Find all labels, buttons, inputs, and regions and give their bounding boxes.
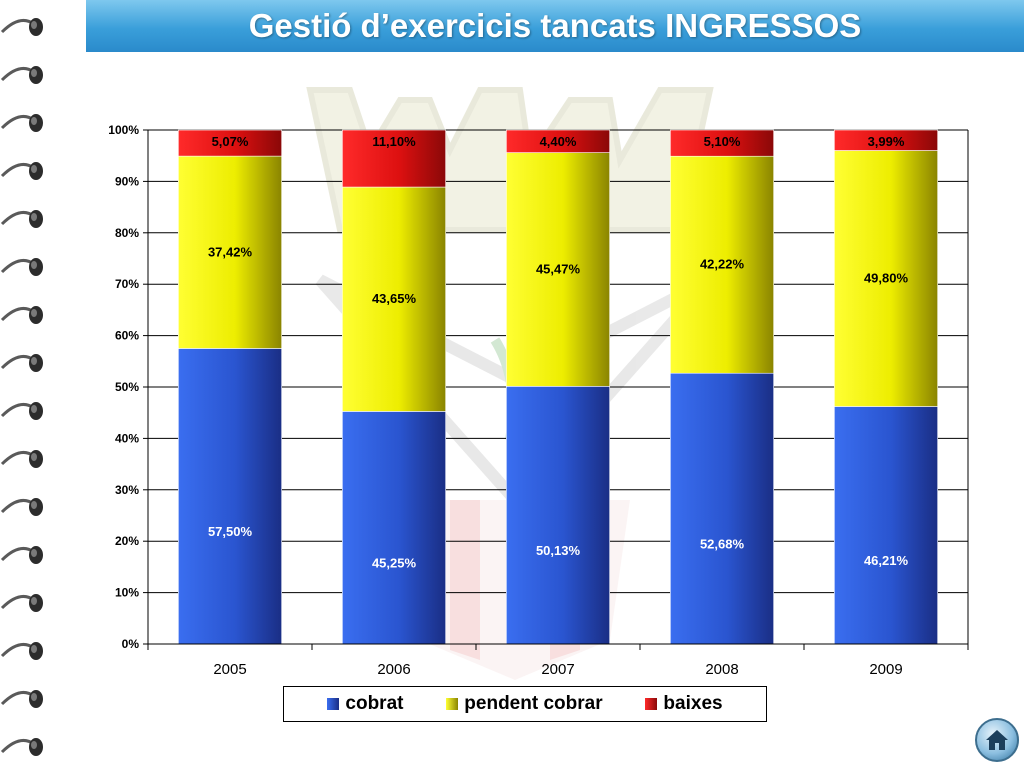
y-tick-label: 90%	[115, 174, 139, 188]
bar-cobrat	[342, 411, 446, 645]
home-icon	[986, 730, 1008, 750]
bar-cobrat	[670, 372, 774, 645]
y-tick-label: 60%	[115, 329, 139, 343]
data-label-cobrat: 50,13%	[536, 543, 581, 558]
bar-baixes	[506, 129, 610, 153]
binding-ring	[0, 642, 43, 660]
y-tick-label: 40%	[115, 431, 139, 445]
x-tick-label: 2009	[869, 661, 902, 678]
legend-item-baixes: baixes	[645, 693, 723, 715]
binding-ring	[0, 498, 43, 516]
y-tick-label: 30%	[115, 483, 139, 497]
data-label-cobrat: 52,68%	[700, 537, 745, 552]
binding-ring	[0, 546, 43, 564]
legend-label-pendent-cobrar: pendent cobrar	[464, 693, 603, 714]
data-label-pendent-cobrar: 45,47%	[536, 261, 581, 276]
binding-ring	[0, 306, 43, 324]
data-label-pendent-cobrar: 49,80%	[864, 270, 909, 285]
title-bar: Gestió d’exercicis tancats INGRESSOS	[86, 0, 1024, 52]
data-label-baixes: 5,10%	[704, 134, 741, 149]
bar-cobrat	[834, 406, 938, 645]
bar-baixes	[178, 129, 282, 157]
x-tick-label: 2006	[377, 661, 410, 678]
data-label-baixes: 5,07%	[212, 134, 249, 149]
y-tick-label: 20%	[115, 534, 139, 548]
bar-cobrat	[506, 386, 610, 645]
x-tick-label: 2005	[213, 661, 246, 678]
bar-pendent-cobrar	[342, 186, 446, 412]
page-title: Gestió d’exercicis tancats INGRESSOS	[248, 7, 862, 44]
binding-ring	[0, 210, 43, 228]
legend-item-pendent-cobrar: pendent cobrar	[446, 693, 603, 715]
bar-baixes	[834, 129, 938, 151]
y-tick-label: 10%	[115, 586, 139, 600]
bar-pendent-cobrar	[178, 155, 282, 349]
binding-ring	[0, 738, 43, 756]
home-button[interactable]	[975, 718, 1019, 762]
legend-label-baixes: baixes	[663, 693, 723, 714]
data-label-pendent-cobrar: 43,65%	[372, 291, 417, 306]
data-label-baixes: 11,10%	[372, 134, 416, 149]
bar-pendent-cobrar	[670, 155, 774, 374]
y-tick-label: 50%	[115, 380, 139, 394]
bar-baixes	[342, 129, 446, 188]
data-label-baixes: 4,40%	[540, 134, 577, 149]
binding-ring	[0, 402, 43, 420]
y-tick-label: 100%	[108, 123, 139, 137]
bar-cobrat	[178, 348, 282, 645]
data-label-cobrat: 45,25%	[372, 556, 417, 571]
binding-ring	[0, 354, 43, 372]
x-tick-label: 2007	[541, 661, 574, 678]
legend-item-cobrat: cobrat	[327, 693, 403, 715]
binding-ring	[0, 594, 43, 612]
data-label-pendent-cobrar: 37,42%	[208, 244, 253, 259]
bar-pendent-cobrar	[506, 152, 610, 387]
bar-pendent-cobrar	[834, 150, 938, 407]
legend-swatch-baixes	[645, 698, 658, 710]
data-label-cobrat: 57,50%	[208, 524, 253, 539]
spiral-binding	[0, 18, 43, 756]
binding-ring	[0, 258, 43, 276]
y-tick-label: 80%	[115, 226, 139, 240]
binding-ring	[0, 450, 43, 468]
binding-ring	[0, 66, 43, 84]
legend-swatch-cobrat	[327, 698, 340, 710]
binding-ring	[0, 690, 43, 708]
data-label-baixes: 3,99%	[868, 134, 905, 149]
y-tick-label: 70%	[115, 277, 139, 291]
y-tick-label: 0%	[122, 637, 140, 651]
legend-label-cobrat: cobrat	[345, 693, 404, 714]
legend-swatch-pendent-cobrar	[446, 698, 459, 710]
data-label-cobrat: 46,21%	[864, 553, 909, 568]
bar-baixes	[670, 129, 774, 157]
binding-ring	[0, 18, 43, 36]
binding-ring	[0, 114, 43, 132]
chart-legend: cobrat pendent cobrar baixes	[283, 686, 767, 722]
x-tick-label: 2008	[705, 661, 738, 678]
data-label-pendent-cobrar: 42,22%	[700, 257, 745, 272]
binding-ring	[0, 162, 43, 180]
